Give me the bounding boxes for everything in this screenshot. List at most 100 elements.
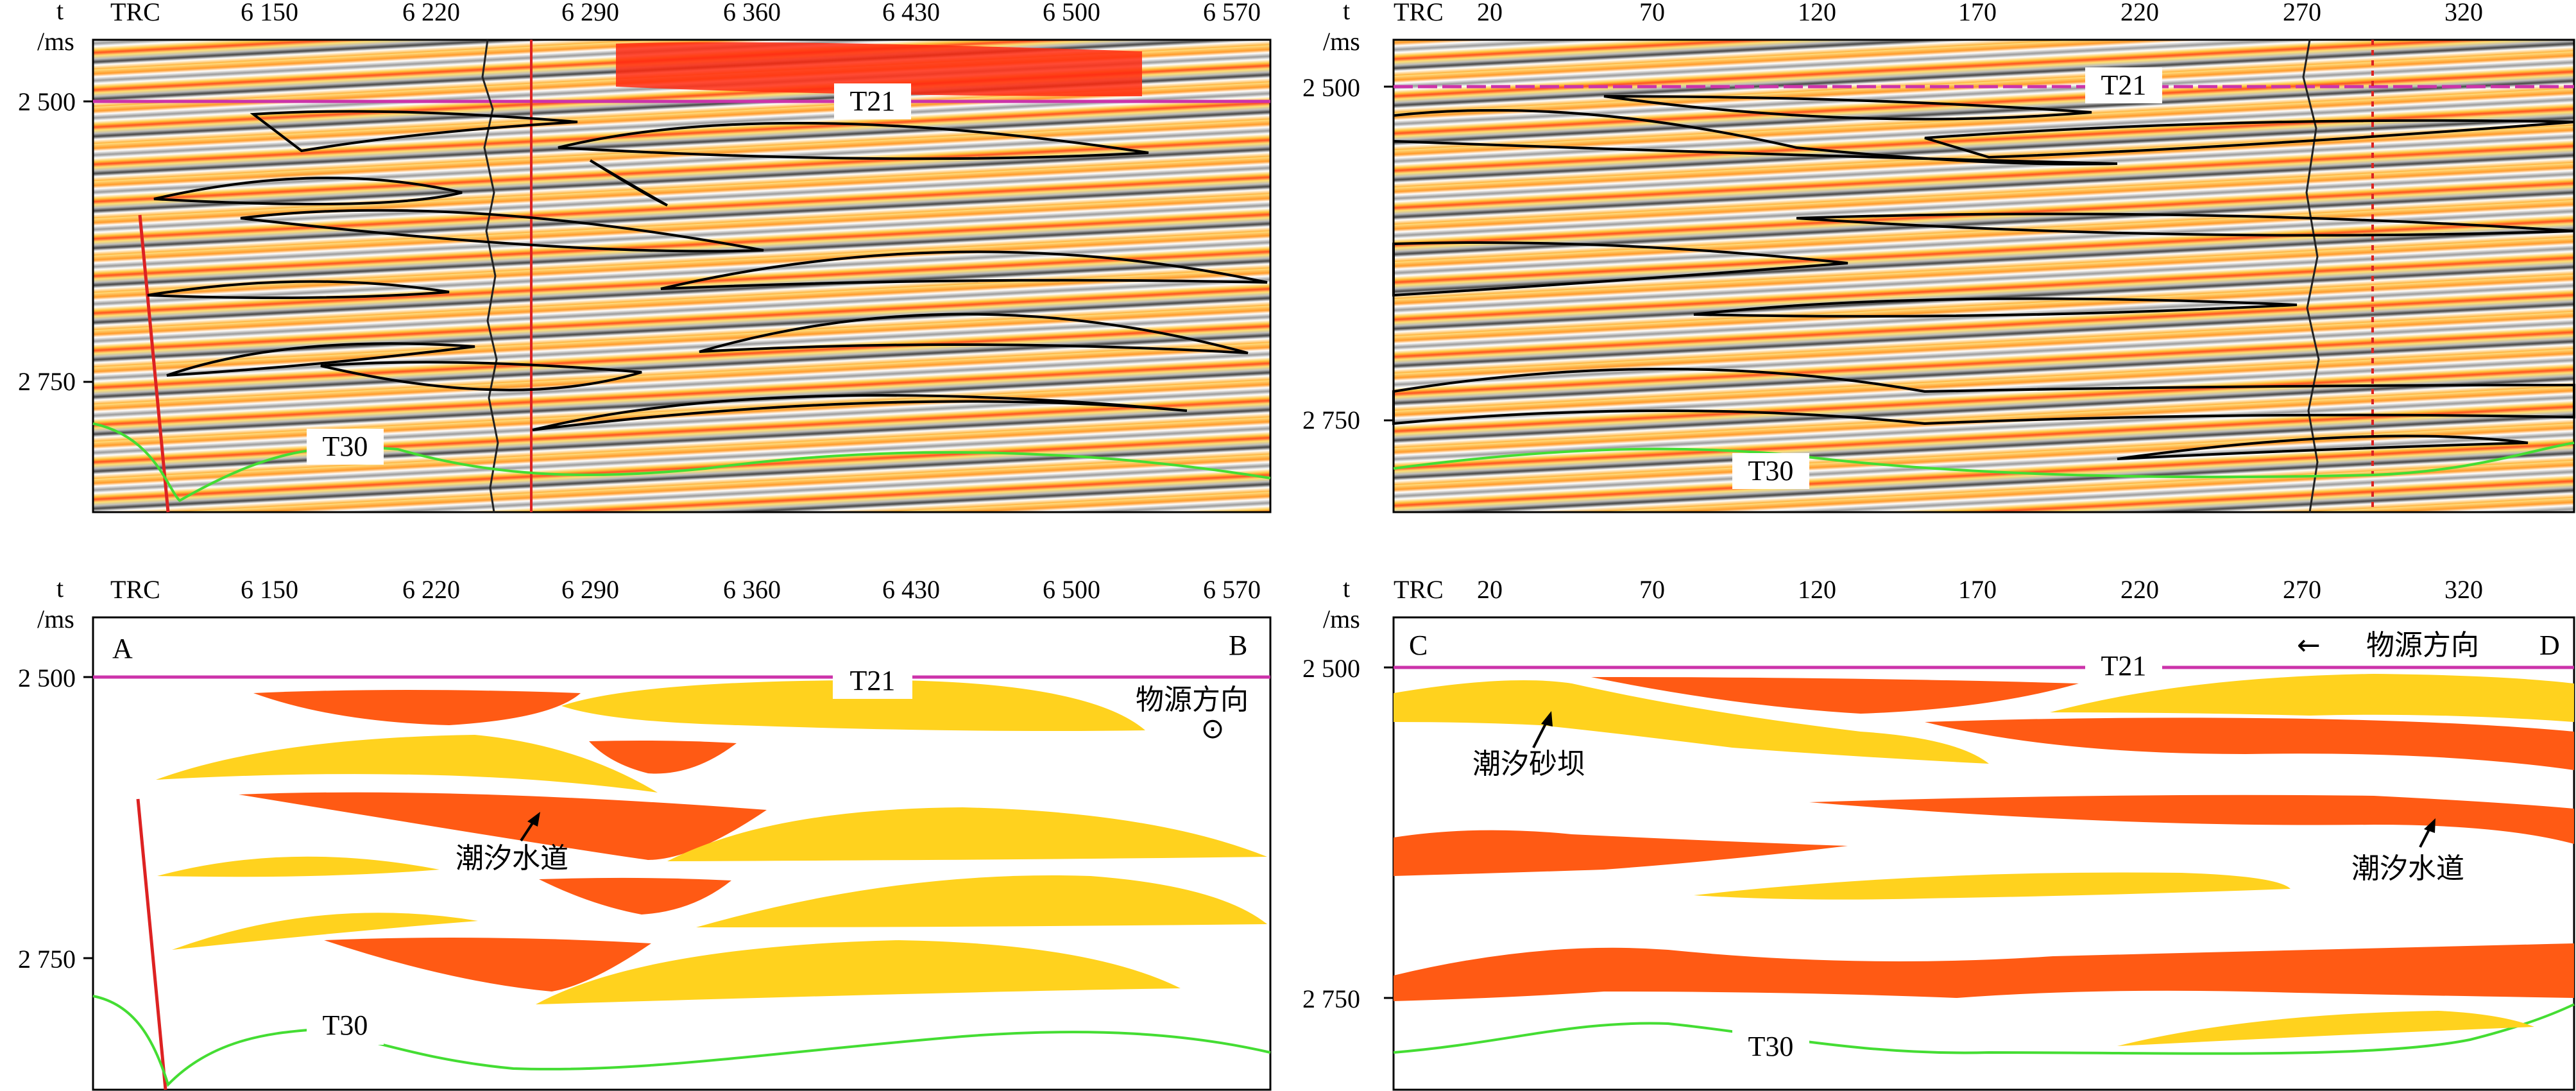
body-outline (1603, 95, 2092, 121)
left-arrow: ← (2297, 629, 2321, 662)
sandbar-body (536, 940, 1181, 1004)
panel-bottom-right: T21 T30 C D ← 物源方向 潮汐砂坝 潮汐水道 t /ms TRC 2… (1302, 574, 2575, 1091)
channel-body (589, 741, 737, 774)
tick-label: 20 (1477, 0, 1503, 26)
panel-top-right: T21 T30 t /ms TRC 20 70 120 170 220 270 … (1302, 0, 2575, 513)
tick-label: 70 (1639, 0, 1665, 26)
t21-label: T21 (2101, 69, 2147, 101)
time-tick: 2 750 (18, 367, 76, 396)
body-outline (1693, 297, 2298, 318)
horizon-t30-line (92, 422, 1271, 503)
time-tick: 2 500 (18, 87, 76, 116)
t30-label: T30 (1748, 455, 1794, 486)
sandbar-body (1394, 680, 1989, 764)
tick-label: 6 220 (402, 0, 460, 26)
horizon-t30-line (1393, 442, 2575, 479)
sandbar-body (157, 856, 439, 877)
body-outline (1393, 108, 2118, 166)
channel-body (1394, 943, 2574, 1001)
t21-label: T21 (2101, 650, 2147, 682)
channel-body (239, 792, 767, 860)
horizon-t30-line (1393, 1003, 2575, 1055)
body-outline (660, 250, 1268, 290)
time-tick: 2 500 (1302, 73, 1360, 102)
time-tick: 2 500 (1302, 654, 1360, 683)
channel-body (1809, 795, 2574, 844)
body-outline (166, 342, 475, 377)
out-of-plane-symbol: ⊙ (1201, 712, 1225, 745)
label-box (2085, 67, 2162, 103)
arrow-head (527, 812, 540, 827)
body-outline (589, 159, 668, 207)
tick-label: 220 (2120, 0, 2159, 26)
t30-label: T30 (323, 431, 368, 462)
axis-ms: /ms (1323, 27, 1360, 56)
time-tick: 2 750 (1302, 406, 1360, 434)
axis-trc: TRC (1394, 575, 1444, 604)
tick-label: 6 290 (561, 575, 619, 604)
axis-t: t (56, 574, 64, 603)
tick-label: 320 (2444, 0, 2483, 26)
corner-label-a: A (112, 633, 133, 664)
channel-body (1394, 830, 1848, 876)
sandbar-body (696, 875, 1267, 927)
body-outline (153, 176, 463, 205)
fault-line (136, 798, 167, 1090)
axis-trc: TRC (110, 0, 160, 26)
sandbar-body (172, 913, 478, 950)
tidal-channel-label: 潮汐水道 (456, 842, 568, 875)
tick-label: 6 360 (723, 575, 781, 604)
sandbar-body (156, 735, 658, 793)
time-tick: 2 500 (18, 664, 76, 692)
source-direction-label: 物源方向 (1136, 683, 1249, 716)
body-outline (532, 394, 1188, 431)
tick-label: 320 (2444, 575, 2483, 604)
arrow-head (1541, 711, 1553, 726)
tick-label: 220 (2120, 575, 2159, 604)
tick-label: 70 (1639, 575, 1665, 604)
body-outline (250, 110, 578, 153)
channel-body (1591, 677, 2079, 714)
channel-body (539, 877, 731, 915)
sandbar-body (667, 807, 1267, 861)
horizon-t30-line (92, 995, 1271, 1087)
sandbar-body (2117, 1011, 2534, 1046)
label-box (834, 83, 911, 119)
tick-label: 6 290 (561, 0, 619, 26)
sandbar-body (2050, 674, 2574, 722)
body-outline (147, 280, 450, 299)
body-outline (558, 121, 1149, 160)
corner-label-c: C (1409, 630, 1428, 661)
well-log (481, 39, 499, 513)
tick-label: 6 220 (402, 575, 460, 604)
tick-label: 6 150 (241, 0, 298, 26)
sandbar-body (561, 680, 1145, 731)
tick-label: 270 (2283, 0, 2321, 26)
axis-t: t (1343, 574, 1350, 603)
t21-label: T21 (850, 85, 896, 117)
channel-body (253, 690, 581, 725)
tick-label: 20 (1477, 575, 1503, 604)
tick-label: 270 (2283, 575, 2321, 604)
t21-label: T21 (850, 665, 896, 696)
body-outline (240, 209, 764, 253)
tick-label: 120 (1798, 0, 1836, 26)
body-outline (1392, 241, 1848, 297)
strong-reflection (616, 42, 1142, 96)
label-box (833, 663, 912, 699)
tick-label: 6 500 (1043, 0, 1100, 26)
tick-label: 6 570 (1203, 575, 1261, 604)
arrow-head (2424, 818, 2435, 833)
corner-label-d: D (2539, 630, 2560, 661)
body-outline (1796, 212, 2575, 237)
panel-bottom-left: T21 T30 A B 物源方向 ⊙ 潮汐水道 t /ms TRC 6 150 … (18, 574, 1272, 1091)
tick-label: 6 150 (241, 575, 298, 604)
panel-top-left: T21 T30 t /ms TRC 6 150 6 220 6 290 6 36… (18, 0, 1272, 513)
label-box (307, 1009, 384, 1045)
body-outline (1392, 368, 2575, 425)
axis-trc: TRC (110, 575, 160, 604)
seismic-section-a (92, 39, 1272, 513)
axis-trc: TRC (1394, 0, 1444, 26)
fault-line (138, 214, 170, 513)
